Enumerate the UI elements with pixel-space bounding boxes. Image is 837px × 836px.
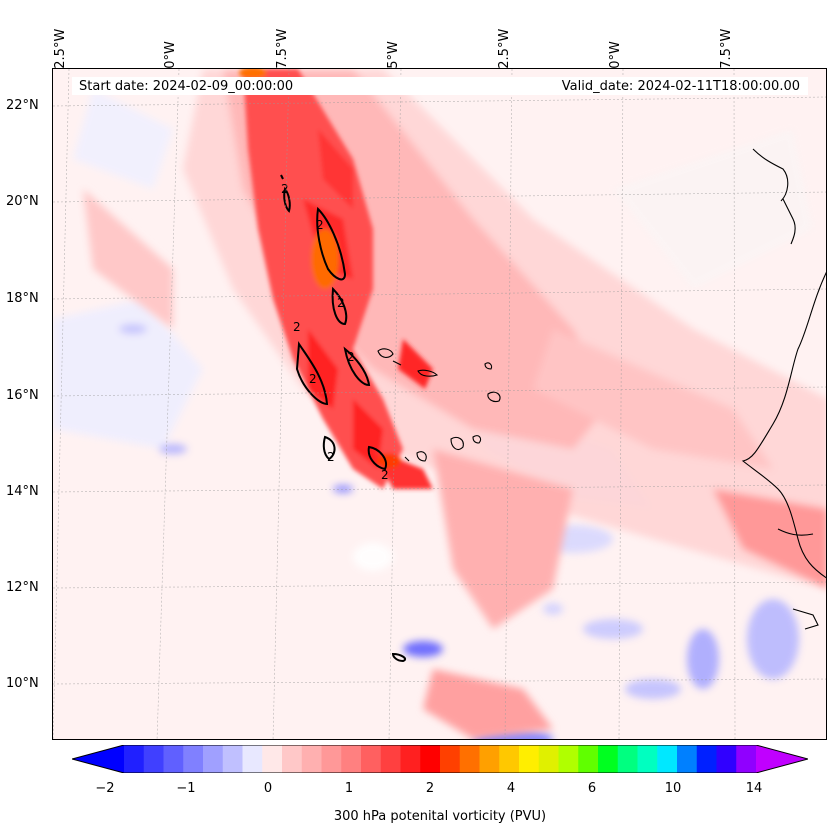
lat-label-22n: 22°N	[6, 98, 39, 113]
colorbar-segment	[321, 745, 342, 773]
colorbar-segment	[124, 745, 145, 773]
date-info-box	[72, 77, 808, 95]
contour-label: 2	[337, 296, 345, 310]
colorbar-extend-min	[72, 745, 124, 773]
lat-label-10n: 10°N	[6, 676, 39, 691]
colorbar-segment	[440, 745, 461, 773]
colorbar-segment	[222, 745, 243, 773]
colorbar-segment	[696, 745, 717, 773]
colorbar-label: 300 hPa potenital vorticity (PVU)	[333, 809, 547, 824]
start-date-label: Start date: 2024-02-09_00:00:00	[79, 79, 294, 94]
pv-field-map: 2 2 2 2 2 2 2 2	[53, 69, 826, 739]
colorbar-tick: 14	[745, 781, 763, 796]
colorbar-tick: 2	[425, 781, 435, 796]
colorbar-segment	[657, 745, 678, 773]
colorbar-segment	[143, 745, 164, 773]
colorbar-segment	[716, 745, 737, 773]
gridlines	[53, 69, 826, 739]
colorbar-segment	[617, 745, 638, 773]
lat-label-20n: 20°N	[6, 194, 39, 209]
colorbar-segment	[242, 745, 263, 773]
colorbar-segment	[499, 745, 520, 773]
colorbar-segment	[203, 745, 224, 773]
colorbar-segment	[282, 745, 303, 773]
contour-label: 2	[347, 350, 355, 364]
lat-label-18n: 18°N	[6, 291, 39, 306]
colorbar-segment	[301, 745, 322, 773]
colorbar-segment	[677, 745, 698, 773]
contour-labels: 2 2 2 2 2 2 2 2	[281, 182, 389, 482]
colorbar-extend-max	[756, 745, 808, 773]
colorbar-tick: −1	[176, 781, 196, 796]
contour-label: 2	[281, 182, 289, 196]
colorbar-segment	[459, 745, 480, 773]
map-panel[interactable]: 2 2 2 2 2 2 2 2	[52, 68, 827, 740]
colorbar-tick: 0	[263, 781, 273, 796]
contour-label: 2	[316, 218, 324, 232]
contour-label: 2	[293, 320, 301, 334]
colorbar-segment	[598, 745, 619, 773]
colorbar-segment	[479, 745, 500, 773]
colorbar-segment	[262, 745, 283, 773]
colorbar-segment	[519, 745, 540, 773]
colorbar-segment	[400, 745, 421, 773]
pv-2-contours	[280, 174, 407, 663]
colorbar-segment	[183, 745, 204, 773]
colorbar-segment	[558, 745, 579, 773]
colorbar-segment	[637, 745, 658, 773]
colorbar-tick: 10	[664, 781, 682, 796]
colorbar-segment	[341, 745, 362, 773]
lat-label-12n: 12°N	[6, 580, 39, 595]
colorbar-segment	[361, 745, 382, 773]
coastline	[377, 148, 826, 630]
colorbar-segment	[578, 745, 599, 773]
valid-date-label: Valid_date: 2024-02-11T18:00:00.00	[561, 79, 800, 94]
colorbar-tick: 6	[587, 781, 597, 796]
lat-label-16n: 16°N	[6, 388, 39, 403]
colorbar	[72, 745, 808, 773]
colorbar-segment	[736, 745, 757, 773]
colorbar-segment	[420, 745, 441, 773]
contour-label: 2	[327, 450, 335, 464]
colorbar-segment	[380, 745, 401, 773]
colorbar-segment	[163, 745, 184, 773]
colorbar-tick: 4	[506, 781, 516, 796]
contour-label: 2	[381, 468, 389, 482]
colorbar-segment	[538, 745, 559, 773]
colorbar-tick: −2	[95, 781, 115, 796]
lat-label-14n: 14°N	[6, 484, 39, 499]
contour-label: 2	[309, 372, 317, 386]
colorbar-tick: 1	[344, 781, 354, 796]
